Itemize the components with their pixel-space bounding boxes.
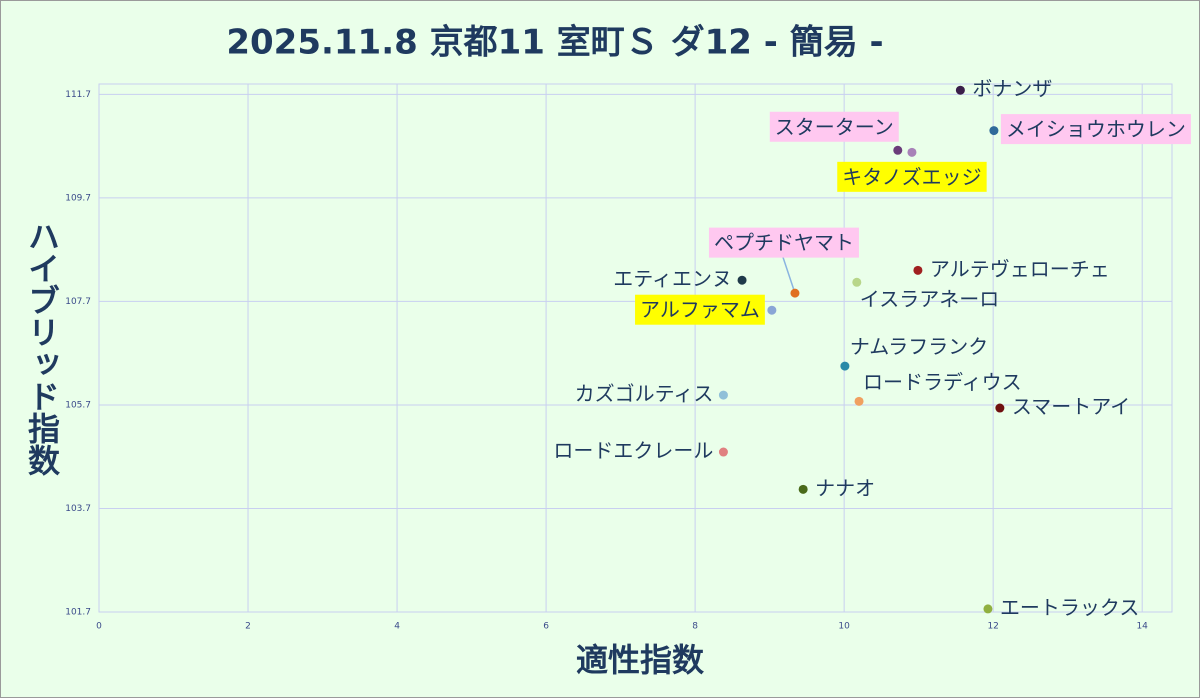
y-tick-label: 103.7: [65, 504, 91, 514]
chart-title: 2025.11.8 京都11 室町Ｓ ダ12 - 簡易 -: [226, 23, 883, 63]
point: [840, 361, 850, 371]
y-axis-label: ハイブリッド指数: [23, 220, 61, 477]
label-highlight: [708, 227, 859, 258]
x-tick-label: 2: [245, 622, 251, 632]
point-label: エートラックス: [1000, 595, 1139, 619]
leader-line: [782, 256, 796, 294]
x-axis-label: 適性指数: [576, 641, 705, 679]
x-tick-label: 0: [96, 622, 102, 632]
label-highlight: [635, 294, 765, 325]
point: [893, 145, 903, 155]
label-highlight: [837, 161, 987, 192]
point: [767, 305, 777, 315]
point: [955, 85, 965, 95]
x-tick-label: 14: [1136, 622, 1148, 632]
point: [989, 126, 999, 136]
x-tick-label: 12: [987, 622, 998, 632]
point-label: ナナオ: [815, 476, 875, 500]
point: [718, 390, 728, 400]
point: [983, 604, 993, 614]
point: [854, 396, 864, 406]
point-label: スマートアイ: [1012, 395, 1130, 419]
y-tick-label: 107.7: [65, 297, 91, 307]
point-label: ロードラディウス: [863, 370, 1022, 394]
point-label: ナムラフランク: [850, 335, 988, 359]
y-tick-label: 101.7: [65, 608, 91, 618]
x-tick-label: 6: [543, 622, 549, 632]
y-tick-label: 111.7: [65, 90, 91, 100]
point-label: カズゴルティス: [575, 382, 714, 406]
point: [913, 265, 923, 275]
point: [907, 147, 917, 157]
point-label: スターターン: [775, 115, 894, 139]
point-label: エティエンヌ: [613, 267, 732, 291]
point: [790, 288, 800, 298]
point-label: ペプチドヤマト: [714, 231, 854, 255]
x-tick-label: 8: [692, 622, 698, 632]
x-tick-label: 4: [394, 622, 400, 632]
y-tick-label: 105.7: [65, 400, 91, 410]
point-label: ロードエクレール: [553, 439, 713, 463]
x-tick-label: 10: [838, 622, 850, 632]
point-label: ボナンザ: [972, 77, 1052, 101]
point-label: イスラアネーロ: [860, 287, 999, 311]
point-label: キタノズエッジ: [842, 165, 981, 189]
point: [737, 275, 747, 285]
point: [718, 447, 728, 457]
point-label: アルテヴェローチェ: [930, 257, 1110, 281]
point-label: アルファマム: [640, 298, 760, 322]
label-highlight: [769, 111, 899, 142]
label-highlight: [1000, 114, 1191, 145]
point: [798, 484, 808, 494]
y-tick-label: 109.7: [65, 193, 91, 203]
point: [852, 277, 862, 287]
point-label: メイショウホウレン: [1006, 117, 1186, 141]
point: [995, 403, 1005, 413]
